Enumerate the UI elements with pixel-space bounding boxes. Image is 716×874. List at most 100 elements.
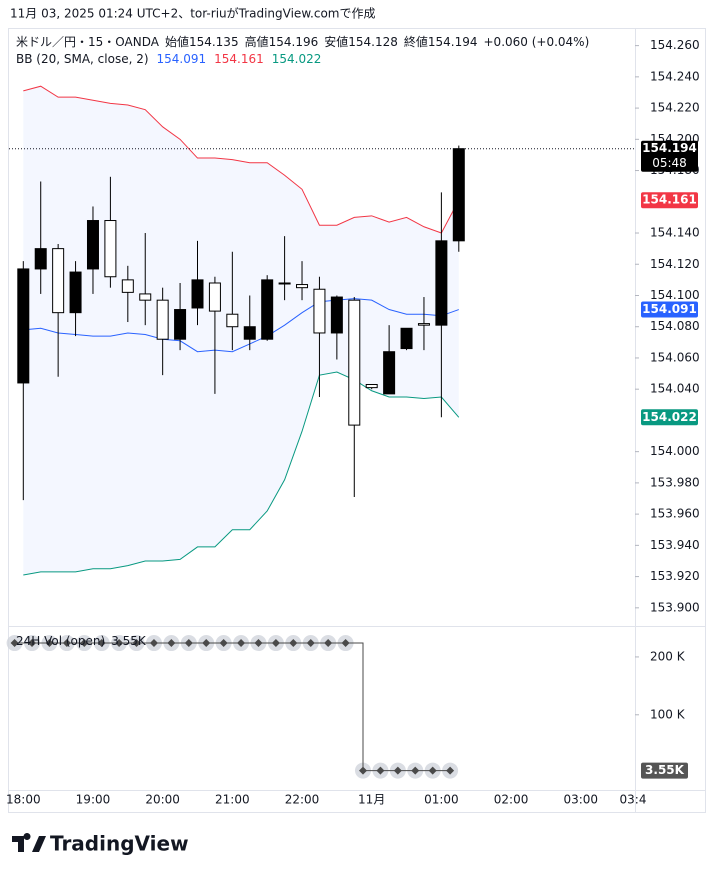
y-tick-label: 153.980 <box>650 475 700 489</box>
y-tick-label: 154.060 <box>650 350 700 364</box>
marker <box>306 639 315 648</box>
marker <box>10 639 19 648</box>
candle-body <box>17 268 30 384</box>
marker <box>376 766 385 775</box>
y-tick-label: 100 K <box>650 707 686 721</box>
x-tick-label: 19:00 <box>76 793 111 807</box>
y-tick-label: 154.000 <box>650 444 700 458</box>
marker <box>254 639 263 648</box>
x-tick-label: 02:00 <box>494 793 529 807</box>
bb-lower-value: 154.022 <box>272 52 322 66</box>
x-tick-label: 21:00 <box>215 793 250 807</box>
logo-icon <box>12 833 46 852</box>
candle-body <box>191 279 204 309</box>
marker <box>45 639 54 648</box>
candle-body <box>452 148 465 242</box>
bb-upper-value: 154.161 <box>214 52 264 66</box>
x-tick-label: 03:4 <box>620 793 647 807</box>
last-value-label: 3.55K <box>645 763 685 777</box>
y-tick-label: 154.260 <box>650 38 700 52</box>
bb-line <box>23 298 459 353</box>
bb-lower-label: 154.022 <box>642 410 697 424</box>
x-tick-label: 03:00 <box>563 793 598 807</box>
marker <box>341 639 350 648</box>
candle-body <box>34 248 47 270</box>
bb-upper-label: 154.161 <box>642 193 697 207</box>
legend-indicator: BB (20, SMA, close, 2) 154.091 154.161 154.… <box>16 52 321 66</box>
candle-body <box>383 351 396 395</box>
marker <box>411 766 420 775</box>
y-tick-label: 154.080 <box>650 319 700 333</box>
y-tick-label: 153.900 <box>650 600 700 614</box>
logo: TradingView <box>12 832 189 856</box>
bb-basis-label-box <box>641 301 698 318</box>
step-line <box>345 642 364 771</box>
y-tick-label: 154.120 <box>650 257 700 271</box>
indicator: BB (20, SMA, close, 2) <box>16 52 149 66</box>
x-tick-label: 22:00 <box>285 793 320 807</box>
bb-line <box>23 85 460 234</box>
change: +0.060 (+0.04%) <box>484 35 590 49</box>
y-tick-label: 154.240 <box>650 69 700 83</box>
candle-body <box>243 326 256 340</box>
candle-body <box>121 279 134 293</box>
bb-basis-value: 154.091 <box>157 52 207 66</box>
x-tick-label: 20:00 <box>145 793 180 807</box>
marker <box>62 639 71 648</box>
bb-basis-label: 154.091 <box>642 302 697 316</box>
marker <box>115 639 124 648</box>
marker <box>149 639 158 648</box>
legend-symbol: 米ドル／円・15・OANDA 始値154.135 高値154.196 安値154.12… <box>16 34 589 49</box>
y-tick-label: 153.920 <box>650 569 700 583</box>
marker <box>28 639 37 648</box>
candle-body <box>435 240 448 326</box>
last-value-box <box>641 762 688 779</box>
marker <box>219 639 228 648</box>
close-label: 終値 <box>404 34 428 49</box>
close-value: 154.194 <box>428 35 478 49</box>
legend: 米ドル／円・15・OANDA 始値154.135 高値154.196 安値154.12… <box>16 34 589 648</box>
candle-body <box>52 248 65 314</box>
candle-body <box>104 220 117 278</box>
y-tick-label: 154.140 <box>650 226 700 240</box>
marker <box>324 639 333 648</box>
open-label: 始値 <box>165 34 189 49</box>
x-tick-label: 11月 <box>358 793 385 807</box>
candle-body <box>296 284 309 289</box>
candle-body <box>208 282 221 312</box>
low-label: 安値 <box>324 34 348 49</box>
candle-body <box>174 309 187 340</box>
logo-text: TradingView <box>50 832 189 856</box>
high-label: 高値 <box>245 34 269 49</box>
plot-area: 154.260154.240154.220154.200154.180154.1… <box>6 38 700 806</box>
bb-upper-label-box <box>641 192 698 209</box>
marker <box>167 639 176 648</box>
high-value: 154.196 <box>269 35 319 49</box>
y-tick-label: 153.960 <box>650 507 700 521</box>
marker <box>237 639 246 648</box>
candle-body <box>156 299 169 340</box>
volume-legend-value: 3.55K <box>111 634 147 648</box>
y-tick-label: 154.100 <box>650 288 700 302</box>
header-text: 11月 03, 2025 01:24 UTC+2、tor-riuがTrading… <box>10 6 375 21</box>
candle-body <box>348 299 361 426</box>
y-tick-label: 154.220 <box>650 101 700 115</box>
x-tick-label: 18:00 <box>6 793 41 807</box>
y-tick-label: 200 K <box>650 649 686 663</box>
marker <box>393 766 402 775</box>
candle-body <box>261 279 274 340</box>
candle-body <box>278 282 291 285</box>
bb-line <box>23 371 460 576</box>
marker <box>202 639 211 648</box>
candle-body <box>330 296 343 334</box>
marker <box>271 639 280 648</box>
candle-body <box>226 313 239 328</box>
candle-body <box>139 293 152 301</box>
y-tick-label: 154.040 <box>650 382 700 396</box>
marker <box>428 766 437 775</box>
last-price-box <box>641 140 698 172</box>
low-value: 154.128 <box>348 35 398 49</box>
y-tick-label: 153.940 <box>650 538 700 552</box>
marker <box>80 639 89 648</box>
